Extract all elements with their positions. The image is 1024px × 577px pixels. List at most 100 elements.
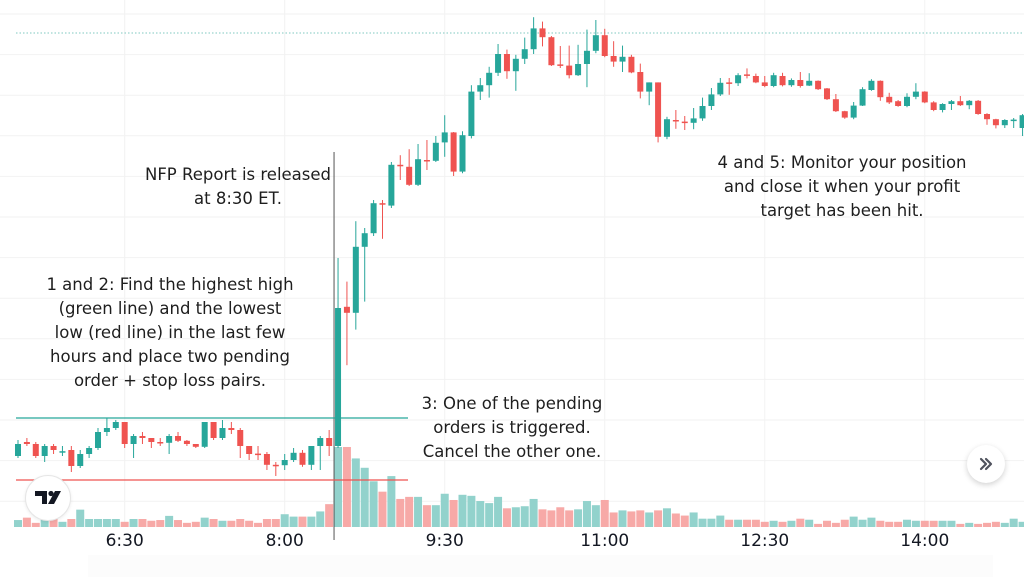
scroll-to-realtime-button[interactable] <box>967 445 1005 483</box>
candle-body <box>752 76 759 83</box>
candle-body <box>166 436 173 443</box>
volume-bar <box>574 509 583 527</box>
candle-body <box>175 436 182 441</box>
annotation-line: low (red line) in the last few <box>54 323 286 342</box>
candle-body <box>343 306 350 313</box>
volume-bar <box>165 515 174 527</box>
volume-bar <box>22 517 31 527</box>
candle-body <box>717 82 724 95</box>
candle-body <box>290 452 297 460</box>
volume-bar <box>31 522 40 527</box>
candle-body <box>468 91 475 136</box>
candle-body <box>255 453 262 456</box>
candle-body <box>655 82 662 137</box>
candle-body <box>192 444 199 447</box>
volume-bar <box>351 458 360 527</box>
candle-body <box>743 74 750 76</box>
candle-body <box>619 56 626 62</box>
volume-bar <box>431 505 440 527</box>
candle-body <box>699 106 706 119</box>
candle-body <box>77 454 84 466</box>
volume-bar <box>983 522 992 527</box>
volume-bar <box>40 519 49 527</box>
candle-body <box>877 80 884 98</box>
annotation-line: NFP Report is released <box>144 165 332 184</box>
candle-body <box>495 54 502 73</box>
volume-bar <box>236 519 245 527</box>
volume-bar <box>369 481 378 527</box>
candle-body <box>317 438 324 446</box>
annotation-step-3: 3: One of the pending orders is triggere… <box>422 392 603 464</box>
candle-body <box>583 50 590 64</box>
volume-bar <box>209 519 218 527</box>
volume-bar <box>476 501 485 527</box>
candle-body <box>975 100 982 114</box>
candle-body <box>406 166 413 185</box>
candle-body <box>299 452 306 465</box>
volume-bar <box>796 518 805 527</box>
annotation-nfp-release: NFP Report is released at 8:30 ET. <box>145 163 331 211</box>
volume-bar <box>556 507 565 527</box>
candle-body <box>628 56 635 73</box>
candle-body <box>690 118 697 123</box>
candle-body <box>352 246 359 313</box>
candle-body <box>486 72 493 86</box>
candle-body <box>50 446 57 450</box>
candle-body <box>112 422 119 428</box>
volume-bar <box>85 519 94 527</box>
candle-body <box>761 82 768 86</box>
candle-body <box>779 76 786 86</box>
candle-body <box>15 444 21 456</box>
volume-bar <box>654 510 663 527</box>
candle-body <box>1010 119 1017 122</box>
candle-body <box>157 442 164 444</box>
volume-bar <box>609 512 618 527</box>
candle-body <box>823 88 830 100</box>
volume-bar <box>991 521 1000 527</box>
candle-body <box>726 82 733 84</box>
candle-body <box>948 101 955 104</box>
volume-bar <box>325 504 334 527</box>
candle-body <box>984 114 991 120</box>
volume-bar <box>422 505 431 527</box>
candle-body <box>263 454 270 465</box>
candle-body <box>646 82 653 92</box>
annotation-steps-4-5: 4 and 5: Monitor your position and close… <box>718 151 967 223</box>
volume-bar <box>280 514 289 527</box>
candle-body <box>797 80 804 86</box>
volume-bar <box>582 501 591 527</box>
volume-bar <box>867 517 876 527</box>
candle-body <box>886 96 893 103</box>
volume-bar <box>387 476 396 527</box>
annotation-line: hours and place two pending <box>50 347 290 366</box>
volume-bar <box>360 467 369 527</box>
candle-body <box>1001 120 1008 126</box>
volume-bar <box>396 498 405 527</box>
candle-body <box>912 91 919 97</box>
volume-bar <box>245 520 254 527</box>
volume-bar <box>591 505 600 527</box>
candle-body <box>59 451 66 453</box>
candle-body <box>379 203 386 205</box>
candle-body <box>663 119 670 137</box>
volume-bar <box>440 493 449 527</box>
volume-bar <box>920 520 929 527</box>
candle-body <box>992 119 999 126</box>
annotation-line: 1 and 2: Find the highest high <box>46 275 294 294</box>
annotation-line: target has been hit. <box>760 201 924 220</box>
candle-body <box>966 100 973 106</box>
candle-body <box>86 448 93 454</box>
volume-bar <box>974 523 983 527</box>
volume-bar <box>600 499 609 527</box>
candle-body <box>832 99 839 112</box>
volume-bar <box>1009 518 1018 527</box>
candle-body <box>904 96 910 106</box>
candle-body <box>895 101 902 106</box>
time-tick-label: 6:30 <box>105 531 144 551</box>
volume-bar <box>929 520 938 527</box>
tradingview-logo[interactable] <box>25 475 71 521</box>
volume-bar <box>191 521 200 527</box>
volume-bar <box>271 519 280 527</box>
candle-body <box>308 446 315 465</box>
